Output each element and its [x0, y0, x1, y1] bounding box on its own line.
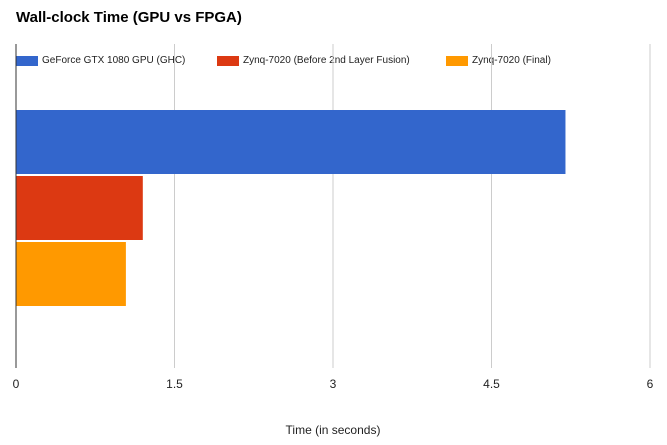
bar-zynq-7020-final[interactable] — [16, 242, 126, 306]
x-tick-labels: 0 1.5 3 4.5 6 — [13, 377, 654, 391]
x-tick-label: 0 — [13, 377, 20, 391]
x-tick-label: 6 — [647, 377, 654, 391]
legend-swatch — [217, 56, 239, 66]
chart-title: Wall-clock Time (GPU vs FPGA) — [16, 9, 242, 26]
gridlines — [174, 44, 651, 368]
legend-label: GeForce GTX 1080 GPU (GHC) — [42, 55, 186, 66]
x-axis-label: Time (in seconds) — [286, 423, 381, 437]
legend-label: Zynq-7020 (Final) — [472, 55, 551, 66]
bar-zynq-7020-before-2nd-layer-fusion[interactable] — [16, 176, 143, 240]
x-tick-label: 1.5 — [166, 377, 183, 391]
bars — [16, 110, 566, 306]
legend-swatch — [446, 56, 468, 66]
bar-geforce-gtx-1080-gpu-ghc[interactable] — [16, 110, 566, 174]
legend-label: Zynq-7020 (Before 2nd Layer Fusion) — [243, 55, 410, 66]
x-tick-label: 3 — [330, 377, 337, 391]
legend-swatch — [16, 56, 38, 66]
x-tick-label: 4.5 — [483, 377, 500, 391]
